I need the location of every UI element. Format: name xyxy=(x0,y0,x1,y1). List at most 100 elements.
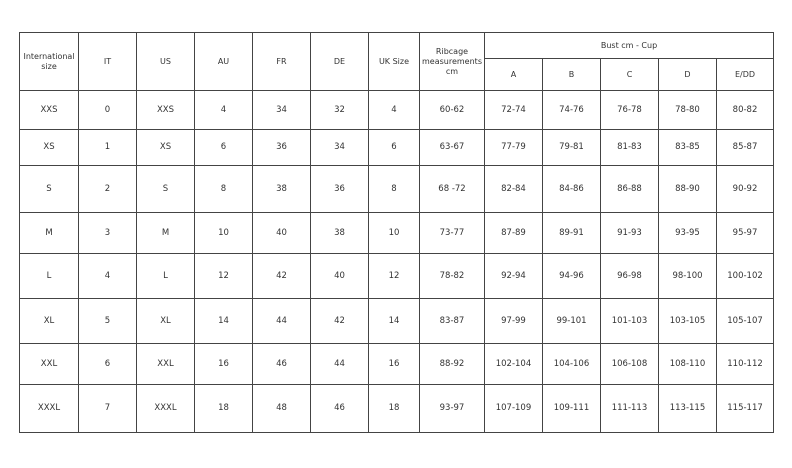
header-us: US xyxy=(136,32,195,91)
table-cell: 92-94 xyxy=(484,253,543,299)
table-cell: 88-90 xyxy=(658,165,717,213)
table-cell: 1 xyxy=(78,129,137,166)
table-cell: 34 xyxy=(252,90,311,130)
table-cell: 115-117 xyxy=(715,384,775,433)
header-cup-b: B xyxy=(542,58,601,91)
table-cell: 80-82 xyxy=(715,90,775,130)
table-cell: 99-101 xyxy=(542,298,601,344)
table-cell: 6 xyxy=(78,343,137,385)
table-cell: 97-99 xyxy=(484,298,543,344)
header-cup-d: D xyxy=(658,58,717,91)
table-cell: 10 xyxy=(194,212,253,254)
table-cell: 73-77 xyxy=(419,212,485,254)
table-cell: 74-76 xyxy=(542,90,601,130)
table-cell: 4 xyxy=(78,253,137,299)
table-cell: 46 xyxy=(310,384,369,433)
table-cell: 108-110 xyxy=(658,343,717,385)
table-cell: 72-74 xyxy=(484,90,543,130)
table-cell: 16 xyxy=(194,343,253,385)
table-cell: 76-78 xyxy=(600,90,659,130)
table-cell: 77-79 xyxy=(484,129,543,166)
header-row: International size IT US AU FR DE UK Siz… xyxy=(19,32,775,91)
table-cell: 105-107 xyxy=(715,298,775,344)
header-de: DE xyxy=(310,32,369,91)
table-cell: XXXL xyxy=(136,384,195,433)
table-cell: 5 xyxy=(78,298,137,344)
table-cell: 104-106 xyxy=(542,343,601,385)
table-cell: 110-112 xyxy=(715,343,775,385)
table-cell: L xyxy=(136,253,195,299)
table-cell: 0 xyxy=(78,90,137,130)
table-row: XS 1 XS 6 36 34 6 63-67 77-79 79-81 81-83 83-85 85-8… xyxy=(19,129,775,166)
table-cell: 16 xyxy=(368,343,420,385)
table-cell: 82-84 xyxy=(484,165,543,213)
table-cell: 32 xyxy=(310,90,369,130)
table-cell: 94-96 xyxy=(542,253,601,299)
table-cell: 42 xyxy=(310,298,369,344)
size-chart-table: International size IT US AU FR DE UK Siz… xyxy=(19,32,775,433)
table-cell: 4 xyxy=(368,90,420,130)
table-cell: XL xyxy=(136,298,195,344)
table-cell: XXS xyxy=(136,90,195,130)
table-cell: 34 xyxy=(310,129,369,166)
table-cell: S xyxy=(136,165,195,213)
table-cell: XL xyxy=(19,298,79,344)
table-cell: 14 xyxy=(194,298,253,344)
table-cell: 81-83 xyxy=(600,129,659,166)
table-row: XXS 0 XXS 4 34 32 4 60-62 72-74 74-76 76-78 78-80 80… xyxy=(19,90,775,130)
table-cell: 44 xyxy=(310,343,369,385)
table-row: L 4 L 12 42 40 12 78-82 92-94 94-96 96-98 98-100 100… xyxy=(19,253,775,299)
table-cell: 102-104 xyxy=(484,343,543,385)
header-au: AU xyxy=(194,32,253,91)
table-cell: 6 xyxy=(194,129,253,166)
table-cell: 38 xyxy=(310,212,369,254)
table-row: M 3 M 10 40 38 10 73-77 87-89 89-91 91-93 93-95 95-9… xyxy=(19,212,775,254)
table-row: XXL 6 XXL 16 46 44 16 88-92 102-104 104-106 106-10… xyxy=(19,343,775,385)
table-cell: XXL xyxy=(19,343,79,385)
table-cell: L xyxy=(19,253,79,299)
header-ribcage: Ribcage measurements cm xyxy=(419,32,485,91)
table-cell: 106-108 xyxy=(600,343,659,385)
table-cell: 7 xyxy=(78,384,137,433)
table-cell: 111-113 xyxy=(600,384,659,433)
table-cell: 46 xyxy=(252,343,311,385)
table-cell: 2 xyxy=(78,165,137,213)
table-cell: M xyxy=(19,212,79,254)
header-cup-c: C xyxy=(600,58,659,91)
table-cell: 40 xyxy=(252,212,311,254)
table-cell: 93-97 xyxy=(419,384,485,433)
table-cell: 103-105 xyxy=(658,298,717,344)
table-cell: 68 -72 xyxy=(419,165,485,213)
table-cell: 98-100 xyxy=(658,253,717,299)
table-cell: 42 xyxy=(252,253,311,299)
table-cell: 14 xyxy=(368,298,420,344)
header-cup-e-dd: E/DD xyxy=(715,58,775,91)
table-cell: 83-85 xyxy=(658,129,717,166)
table-cell: 78-80 xyxy=(658,90,717,130)
table-cell: 107-109 xyxy=(484,384,543,433)
table-cell: 78-82 xyxy=(419,253,485,299)
table-cell: 8 xyxy=(194,165,253,213)
table-cell: 12 xyxy=(194,253,253,299)
table-cell: 100-102 xyxy=(715,253,775,299)
table-cell: 90-92 xyxy=(715,165,775,213)
table-cell: 85-87 xyxy=(715,129,775,166)
table-cell: 4 xyxy=(194,90,253,130)
cup-header-row: A B C D E/DD xyxy=(20,58,775,91)
header-fr: FR xyxy=(252,32,311,91)
table-cell: 12 xyxy=(368,253,420,299)
table-cell: 86-88 xyxy=(600,165,659,213)
header-uk: UK Size xyxy=(368,32,420,91)
table-cell: 8 xyxy=(368,165,420,213)
table-cell: M xyxy=(136,212,195,254)
table-cell: 60-62 xyxy=(419,90,485,130)
table-cell: 96-98 xyxy=(600,253,659,299)
table-cell: 83-87 xyxy=(419,298,485,344)
header-it: IT xyxy=(78,32,137,91)
table-cell: 93-95 xyxy=(658,212,717,254)
table-cell: 40 xyxy=(310,253,369,299)
table-cell: XXL xyxy=(136,343,195,385)
table-cell: 63-67 xyxy=(419,129,485,166)
table-cell: 3 xyxy=(78,212,137,254)
table-cell: S xyxy=(19,165,79,213)
